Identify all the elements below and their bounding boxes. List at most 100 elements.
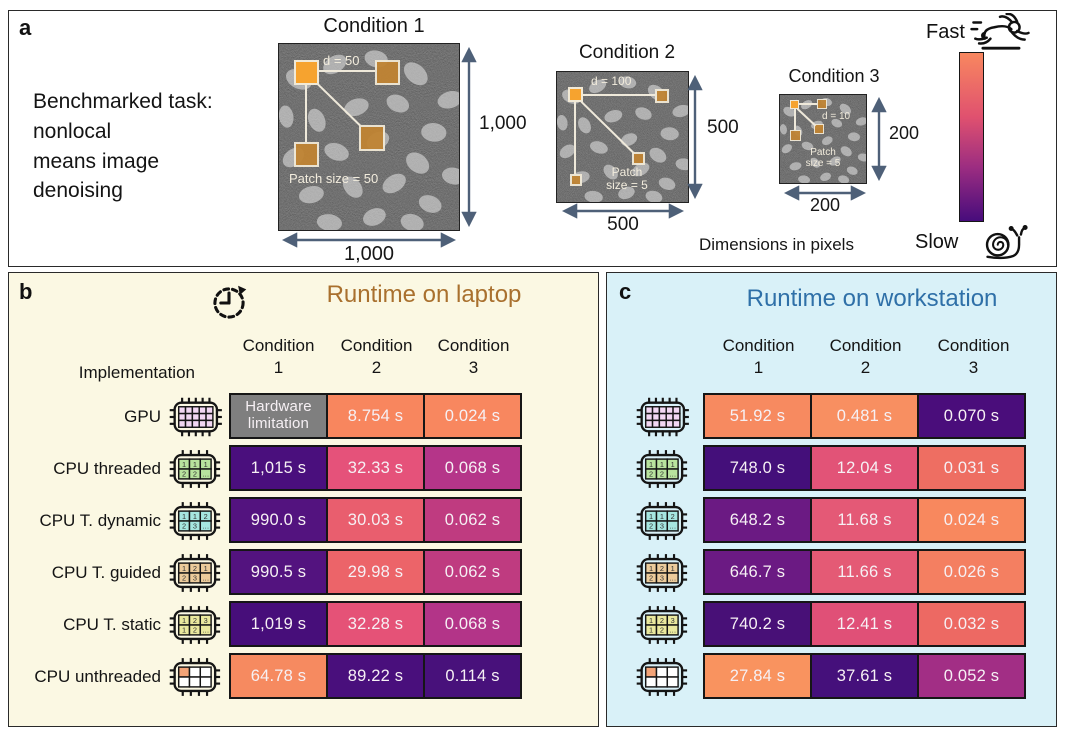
panel-c-title: Runtime on workstation	[746, 285, 998, 312]
runtime-cell: 748.0 s	[705, 447, 810, 489]
runtime-cell: Hardware limitation	[231, 395, 326, 437]
cpu-threaded-chip-icon: 1 1 1 2 2…	[167, 449, 223, 489]
patch-size-label: Patch size = 5	[794, 147, 852, 169]
heatmap-cells: 990.0 s 30.03 s 0.062 s	[229, 497, 522, 543]
svg-text:1: 1	[182, 625, 186, 634]
svg-text:3: 3	[660, 573, 664, 582]
search-window-square	[790, 100, 799, 109]
runtime-cell: 12.41 s	[810, 603, 917, 645]
runtime-cell: 51.92 s	[705, 395, 810, 437]
svg-text:2: 2	[671, 511, 675, 520]
cpu-unthreaded-chip-icon	[634, 657, 690, 697]
cpu-threaded-chip-icon: 1 1 1 2 2…	[634, 449, 690, 489]
gpu-chip-icon	[167, 396, 225, 436]
panel-a: a Benchmarked task: nonlocal means image…	[8, 10, 1057, 267]
width-arrow	[561, 203, 685, 219]
svg-text:1: 1	[204, 459, 208, 468]
condition-2-image: d = 100 Patch size = 5	[556, 71, 689, 203]
cpu-unthreaded-chip-icon	[167, 657, 223, 697]
svg-text:1: 1	[182, 615, 186, 624]
column-header-number: 3	[968, 358, 979, 378]
patch-square	[655, 89, 669, 103]
column-header-word: Condition	[722, 336, 795, 355]
patch-square	[814, 124, 824, 134]
patch-square	[570, 174, 582, 186]
runtime-cell: 0.032 s	[917, 603, 1024, 645]
panel-b-label: b	[19, 279, 33, 304]
patch-size-line: Patch	[611, 165, 643, 179]
column-header-number: 2	[371, 358, 382, 378]
search-window-square	[294, 60, 319, 85]
svg-text:1: 1	[660, 511, 664, 520]
table-row: CPU threaded 1 1 1 2 2… 1,015 s 32.33 s 0.06…	[9, 445, 600, 492]
runtime-cell: 990.0 s	[231, 499, 326, 541]
heatmap-cells: 27.84 s 37.61 s 0.052 s	[703, 653, 1026, 699]
runtime-cell: 30.03 s	[326, 499, 423, 541]
runtime-cell: 12.04 s	[810, 447, 917, 489]
svg-text:…: …	[669, 625, 676, 634]
table-row: 1 1 1 2 2… 748.0 s 12.04 s 0.031 s	[607, 445, 1058, 492]
svg-text:2: 2	[193, 469, 197, 478]
svg-text:1: 1	[649, 459, 653, 468]
runtime-cell: 8.754 s	[326, 395, 423, 437]
svg-text:2: 2	[649, 469, 653, 478]
distance-line	[583, 94, 655, 96]
width-dimension: 200	[809, 195, 841, 215]
column-header-number: 2	[860, 358, 871, 378]
panel-c: c Runtime on workstation Condition 1 Con…	[606, 272, 1057, 727]
svg-text:2: 2	[193, 563, 197, 572]
patch-size-line: size = 5	[805, 158, 841, 170]
column-header-word: Condition	[242, 336, 315, 355]
runtime-cell: 740.2 s	[705, 603, 810, 645]
distance-line	[574, 102, 576, 174]
svg-text:3: 3	[660, 521, 664, 530]
runtime-cell: 0.070 s	[917, 395, 1024, 437]
patch-square	[375, 60, 400, 85]
svg-text:2: 2	[660, 615, 664, 624]
runtime-cell: 0.114 s	[423, 655, 520, 697]
svg-text:2: 2	[182, 573, 186, 582]
runtime-cell: 0.026 s	[917, 551, 1024, 593]
task-line: denoising	[33, 179, 123, 203]
column-header-word: Condition	[829, 336, 902, 355]
gpu-chip-icon	[634, 396, 692, 436]
svg-text:3: 3	[204, 615, 208, 624]
column-header-word: Condition	[340, 336, 413, 355]
runtime-cell: 0.024 s	[917, 499, 1024, 541]
cpu-guided-chip-icon: 1 2 1 2 3…	[167, 553, 223, 593]
distance-line	[799, 103, 817, 105]
row-label: CPU T. static	[63, 615, 161, 634]
panel-a-label: a	[19, 15, 32, 40]
svg-text:2: 2	[660, 469, 664, 478]
svg-text:…: …	[669, 469, 676, 478]
table-row: 1 2 3 1 2 … 740.2 s 12.41 s 0.032 s	[607, 601, 1058, 648]
panel-c-label: c	[619, 279, 632, 304]
svg-text:3: 3	[193, 573, 197, 582]
svg-text:1: 1	[671, 459, 675, 468]
condition-2-title: Condition 2	[578, 42, 676, 63]
width-dimension: 1,000	[343, 243, 395, 265]
svg-text:2: 2	[193, 625, 197, 634]
implementation-label: Implementation	[78, 363, 195, 382]
runtime-cell: 646.7 s	[705, 551, 810, 593]
cpu-guided-chip-icon: 1 2 1 2 3…	[634, 553, 690, 593]
svg-text:1: 1	[193, 459, 197, 468]
svg-text:2: 2	[182, 521, 186, 530]
patch-square	[294, 142, 319, 167]
svg-text:…: …	[669, 521, 676, 530]
svg-text:1: 1	[204, 563, 208, 572]
table-row: CPU T. dynamic 1 1 2 2 3… 990.0 s 30.03 s 0.…	[9, 497, 600, 544]
runtime-cell: 1,015 s	[231, 447, 326, 489]
column-header: Condition 1	[706, 335, 811, 380]
height-dimension: 200	[889, 123, 920, 143]
patch-square	[817, 99, 827, 109]
heatmap-cells: 51.92 s 0.481 s 0.070 s	[703, 393, 1026, 439]
heatmap-cells: 748.0 s 12.04 s 0.031 s	[703, 445, 1026, 491]
svg-text:…: …	[669, 573, 676, 582]
runtime-cell: 32.28 s	[326, 603, 423, 645]
snail-icon	[981, 221, 1033, 266]
patch-size-line: size = 5	[606, 178, 648, 193]
patch-square	[359, 125, 385, 151]
condition-3-image: d = 10 Patch size = 5	[779, 94, 867, 184]
cpu-static-chip-icon: 1 2 3 1 2…	[634, 605, 690, 645]
